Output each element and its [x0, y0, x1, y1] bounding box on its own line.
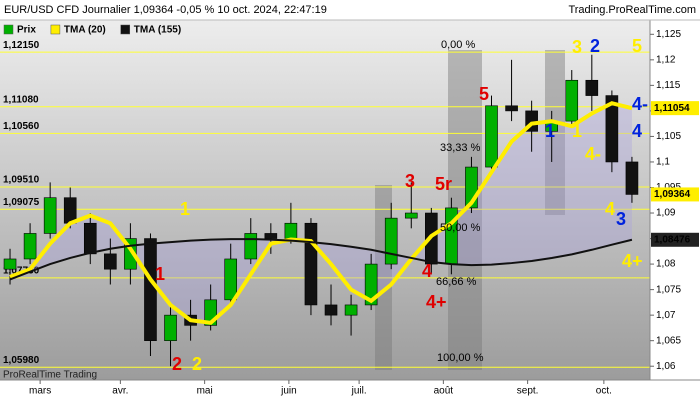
- y-tick-label: 1,08: [656, 259, 676, 270]
- x-tick-label: août: [434, 386, 454, 397]
- candle-body: [364, 263, 378, 306]
- legend-swatch: [3, 24, 14, 35]
- candle-body: [43, 197, 57, 234]
- annotation: 3: [616, 209, 626, 229]
- plot-area: [0, 20, 650, 380]
- annotation: 1: [572, 121, 582, 141]
- footer: ProRealTime Trading: [3, 370, 97, 381]
- candle-body: [324, 304, 338, 316]
- legend-swatch: [120, 24, 131, 35]
- y-tick-label: 1,07: [656, 310, 676, 321]
- candle-body: [23, 233, 37, 260]
- annotation: 4-: [585, 144, 601, 164]
- candle-body: [224, 258, 238, 301]
- candle-body: [284, 222, 298, 239]
- level-label: 1,12150: [3, 40, 40, 51]
- annotation: 2: [192, 354, 202, 374]
- candle-body: [625, 161, 639, 195]
- annotation: 1: [155, 264, 165, 284]
- legend-label: Prix: [17, 25, 36, 36]
- candle-body: [485, 105, 498, 168]
- y-tick-label: 1,125: [656, 29, 681, 40]
- annotation: 5: [479, 84, 489, 104]
- legend-label: TMA (155): [134, 25, 181, 36]
- last-value-box: [651, 101, 699, 116]
- last-value-label: 1,08476: [654, 234, 691, 245]
- x-tick-label: juil.: [351, 386, 367, 397]
- annotation: 3: [405, 171, 415, 191]
- candle-body: [505, 105, 518, 112]
- candle-body: [565, 79, 579, 122]
- fib-label: 50,00 %: [440, 222, 481, 234]
- y-tick-label: 1,115: [656, 80, 681, 91]
- y-tick-label: 1,09: [656, 208, 676, 219]
- level-label: 1,09510: [3, 175, 40, 186]
- candle-body: [3, 258, 17, 270]
- candle-body: [605, 95, 619, 163]
- y-tick-label: 1,12: [656, 54, 676, 65]
- candle-body: [304, 222, 318, 306]
- annotation: 4+: [622, 251, 643, 271]
- candle-body: [585, 79, 599, 96]
- x-tick-label: mars: [29, 386, 51, 397]
- chart-title: EUR/USD CFD Journalier 1,09364 -0,05 % 1…: [4, 4, 327, 16]
- annotation: 5: [632, 36, 642, 56]
- fib-zone: [545, 50, 565, 215]
- tma-line: [9, 101, 633, 325]
- level-label: 1,11080: [3, 94, 39, 105]
- level-label: 1,10560: [3, 121, 40, 132]
- last-value-box: [651, 187, 699, 202]
- last-value-box: [651, 232, 699, 247]
- x-tick-label: juin: [280, 386, 297, 397]
- legend-label: TMA (20): [64, 25, 106, 36]
- candle-body: [264, 233, 278, 239]
- fib-label: 0,00 %: [441, 39, 475, 51]
- annotation: 2: [172, 354, 182, 374]
- last-value-label: 1,11054: [654, 103, 690, 114]
- annotation: 4: [605, 199, 615, 219]
- source: Trading.ProRealTime.com: [568, 4, 696, 16]
- annotation: 3: [572, 37, 582, 57]
- x-tick-label: avr.: [112, 386, 128, 397]
- candle-body: [344, 304, 358, 316]
- annotation: 4: [632, 121, 642, 141]
- candle-body: [164, 314, 177, 341]
- annotation: 5r: [435, 174, 452, 194]
- annotation: 4+: [426, 292, 447, 312]
- annotation: 1: [545, 121, 555, 141]
- y-tick-label: 1,1: [656, 157, 670, 168]
- candle-body: [244, 233, 258, 260]
- annotation: 2: [590, 36, 600, 56]
- tma-band: [10, 103, 632, 323]
- y-tick-label: 1,065: [656, 335, 681, 346]
- tma-line: [9, 238, 633, 281]
- candle-body: [404, 212, 418, 219]
- legend-swatch: [50, 24, 61, 35]
- candle-body: [144, 238, 157, 341]
- annotation: 1: [180, 199, 190, 219]
- y-tick-label: 1,105: [656, 131, 681, 142]
- fib-label: 33,33 %: [440, 142, 481, 154]
- x-tick-label: sept.: [517, 386, 539, 397]
- level-label: 1,05980: [3, 355, 40, 366]
- fib-label: 100,00 %: [437, 352, 484, 364]
- x-tick-label: oct.: [596, 386, 612, 397]
- candle-body: [63, 197, 77, 224]
- annotation: 4-: [632, 94, 648, 114]
- candle-body: [384, 217, 398, 265]
- level-label: 1,09075: [3, 197, 40, 208]
- annotation: 4: [422, 261, 432, 281]
- y-tick-label: 1,075: [656, 284, 681, 295]
- last-value-label: 1,09364: [654, 189, 691, 200]
- x-tick-label: mai: [197, 386, 213, 397]
- candle-body: [83, 222, 97, 255]
- fib-label: 66,66 %: [436, 276, 477, 288]
- candle-body: [104, 253, 117, 270]
- y-tick-label: 1,06: [656, 361, 676, 372]
